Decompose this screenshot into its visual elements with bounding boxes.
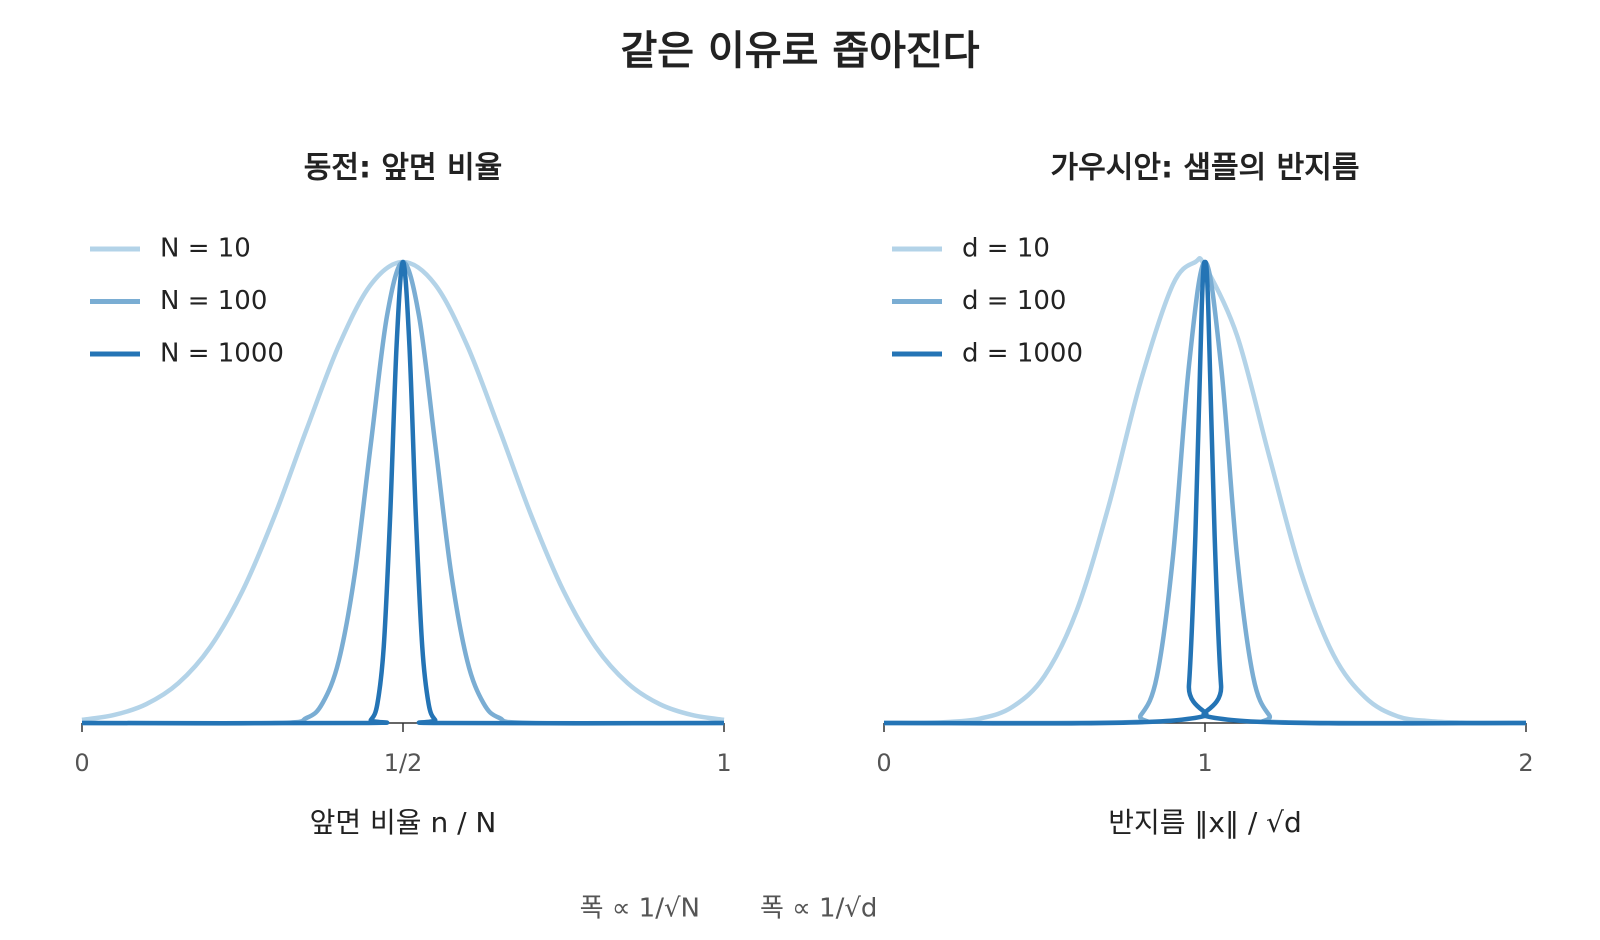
- panel-title: 가우시안: 샘플의 반지름: [1051, 151, 1360, 186]
- x-tick-label: 0: [74, 749, 89, 777]
- legend-label: d = 100: [962, 286, 1066, 316]
- x-tick-label: 0: [876, 749, 891, 777]
- density-line: [883, 259, 1527, 726]
- main-title: 같은 이유로 좁아진다: [620, 28, 979, 74]
- legend-label: N = 10: [160, 234, 251, 264]
- legend-label: d = 1000: [962, 339, 1083, 369]
- x-tick-label: 1/2: [384, 749, 423, 777]
- density-line: [883, 259, 1527, 726]
- x-axis-label: 앞면 비율 n / N: [310, 806, 497, 839]
- x-tick-label: 2: [1518, 749, 1533, 777]
- density-line: [81, 259, 725, 723]
- density-line: [883, 256, 1527, 726]
- x-axis-label: 반지름 ‖x‖ / √d: [1108, 806, 1302, 839]
- footnote: 폭 ∝ 1/√N: [580, 894, 700, 924]
- panel-title: 동전: 앞면 비율: [304, 151, 503, 186]
- legend-label: d = 10: [962, 234, 1050, 264]
- footnote: 폭 ∝ 1/√d: [760, 894, 877, 924]
- x-tick-label: 1: [716, 749, 731, 777]
- legend-label: N = 100: [160, 286, 267, 316]
- density-line: [81, 259, 725, 726]
- density-line: [81, 259, 725, 726]
- legend-label: N = 1000: [160, 339, 284, 369]
- x-tick-label: 1: [1197, 749, 1212, 777]
